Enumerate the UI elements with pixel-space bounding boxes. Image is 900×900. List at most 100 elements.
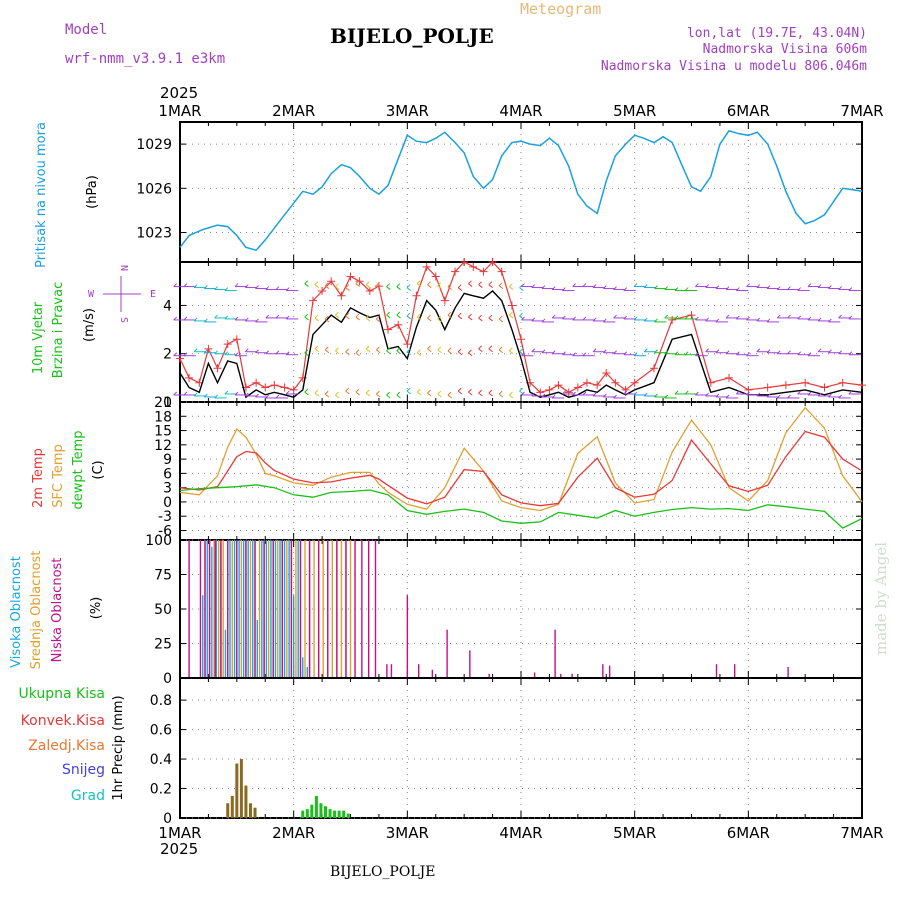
total-precip-label: Ukupna Kisa	[18, 686, 105, 702]
wind-barb-head	[304, 313, 309, 318]
gust-marker	[725, 373, 734, 382]
altitude-info: Nadmorska Visina 606m	[703, 42, 868, 57]
wind-barb-head	[365, 345, 370, 350]
wind-barb	[355, 352, 360, 357]
wind-barb-head	[265, 286, 270, 290]
gust-line	[179, 261, 863, 394]
wind-barb-head	[488, 281, 493, 286]
wind-barb-head	[684, 351, 689, 356]
wind-barb	[386, 314, 391, 319]
wind-barb	[406, 315, 412, 320]
gust-marker	[412, 291, 421, 300]
wind-barb-head	[193, 392, 198, 397]
bottom-xtick-label: 1MAR	[158, 824, 201, 842]
y-tick-label: 0	[163, 495, 172, 511]
dewpoint-line	[179, 484, 863, 529]
wind-barb-head	[345, 284, 350, 289]
precip-unit: 1hr Precip (mm)	[111, 695, 126, 800]
wind-barb-head	[817, 392, 822, 397]
top-xtick-label: 1MAR	[158, 102, 201, 120]
lonlat-info: lon,lat (19.7E, 43.04N)	[687, 26, 867, 41]
gust-marker	[479, 267, 488, 276]
wind-barb-head	[345, 312, 350, 317]
wind-barb-head	[265, 394, 270, 399]
wind-barb	[396, 314, 401, 319]
wind-barb-head	[324, 315, 329, 320]
wind-barb	[335, 314, 340, 319]
wind-barb-head	[396, 283, 401, 288]
wind-barb-head	[592, 317, 597, 322]
wind-barb-head	[828, 349, 832, 354]
wind-barb	[416, 283, 422, 287]
wind-barb-head	[396, 347, 401, 352]
wind-barb-head	[725, 314, 730, 319]
wind-barb	[468, 352, 473, 357]
wind-barb-head	[551, 394, 556, 399]
wind-barb-head	[521, 316, 525, 321]
wind-barb	[509, 350, 514, 355]
gust-marker	[403, 340, 412, 349]
wind-barb	[509, 394, 514, 399]
wind-barb-head	[234, 391, 239, 396]
wind-barb-head	[643, 284, 648, 288]
wind-barb-head	[787, 350, 791, 355]
wind-barb	[468, 283, 473, 287]
wind-barb-head	[828, 393, 832, 398]
wind-barb-head	[766, 393, 771, 398]
wind-barb-head	[244, 317, 249, 322]
total-precip-bar	[314, 795, 318, 818]
total-precip-bar	[323, 806, 327, 818]
wind-barb	[314, 392, 319, 397]
wind-barb-head	[478, 389, 482, 394]
year-top: 2025	[160, 84, 198, 102]
wind-barb	[427, 392, 432, 397]
wind-barb-head	[705, 348, 709, 353]
wind-barb-head	[838, 314, 842, 319]
wind-barb-head	[406, 348, 411, 353]
wind-barb-head	[255, 285, 259, 289]
wind-panel-frame	[179, 261, 863, 403]
y-tick-label: 3	[163, 481, 172, 497]
wind-barb-head	[735, 315, 740, 320]
wind-barb	[478, 317, 483, 322]
wind-barb	[345, 287, 350, 291]
gust-marker	[355, 277, 364, 286]
wind-barb-head	[541, 349, 546, 354]
wind-barb-head	[275, 394, 280, 399]
wind-barb-head	[715, 285, 720, 289]
wind-barb-head	[498, 390, 503, 395]
frozen-precip-bar	[244, 785, 248, 818]
gust-marker	[308, 296, 317, 305]
wind-barb-head	[572, 283, 577, 287]
wind-barb-head	[365, 314, 370, 319]
wind-barb	[396, 394, 401, 399]
wind-barb-head	[828, 285, 832, 289]
wind-barb-head	[848, 351, 853, 356]
wind-barb-head	[746, 316, 750, 321]
wind-barb-head	[725, 286, 730, 290]
gust-marker	[687, 311, 696, 320]
wind-barb-head	[224, 351, 229, 356]
wind-barb	[386, 350, 391, 355]
wind-barb-head	[365, 389, 370, 394]
wind-barb-head	[817, 284, 822, 288]
wind-barb-head	[396, 311, 401, 316]
wind-barb-head	[602, 349, 607, 354]
wind-barb-head	[756, 392, 761, 397]
top-xtick-label: 6MAR	[727, 102, 770, 120]
wind-barb-head	[674, 390, 679, 395]
wind-barb-head	[705, 317, 709, 322]
gust-marker	[573, 383, 582, 392]
gust-marker	[668, 315, 677, 324]
wind-barb-head	[447, 283, 452, 288]
wind-barb	[376, 318, 381, 323]
wind-barb	[457, 287, 463, 291]
wind-barb	[406, 287, 412, 291]
wind-barb-head	[572, 352, 577, 357]
wind-barb	[314, 348, 319, 353]
bottom-xtick-label: 5MAR	[613, 824, 656, 842]
wind-barb-head	[797, 315, 802, 320]
wind-barb-head	[562, 390, 566, 395]
wind-barb-head	[265, 350, 270, 355]
wind-barb	[416, 352, 422, 357]
